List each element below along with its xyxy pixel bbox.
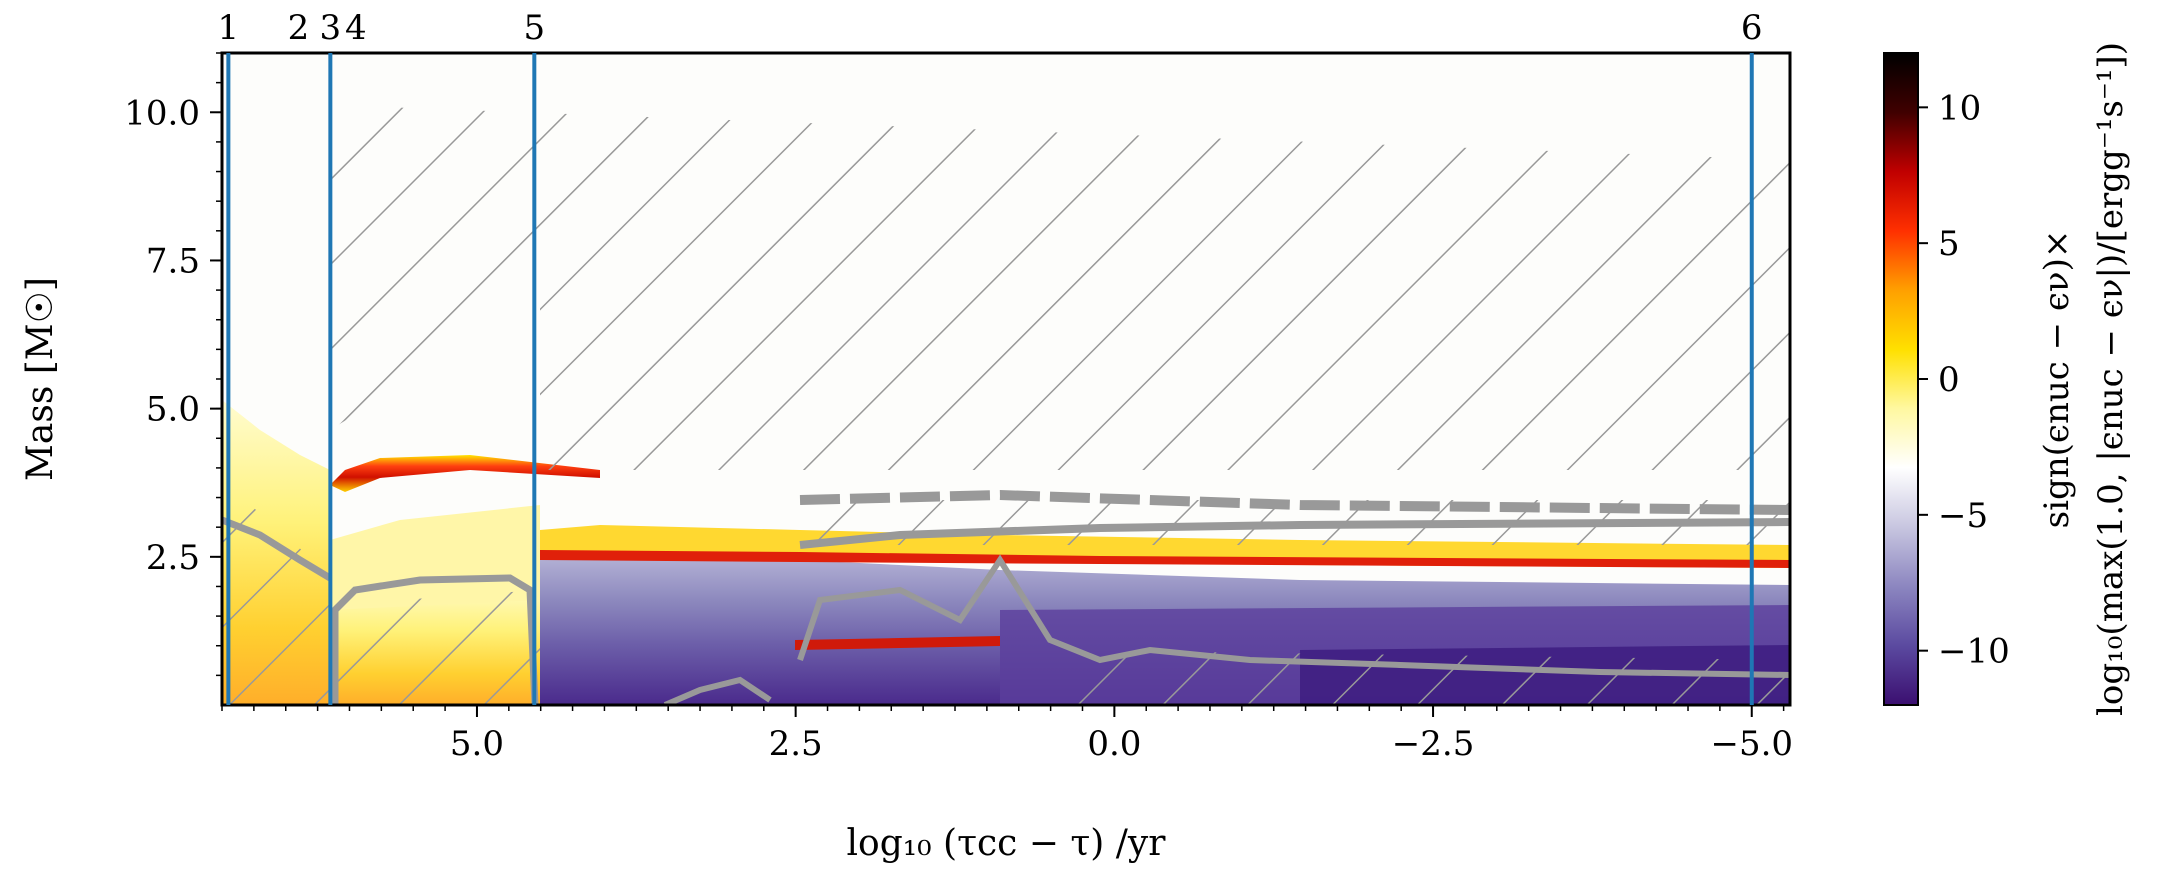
y-tick-label: 2.5 — [146, 538, 200, 578]
epoch-marker-label: 6 — [1741, 8, 1763, 48]
epoch-marker-label: 2 — [288, 8, 310, 48]
colorbar-tick-label: −10 — [1938, 632, 2010, 672]
epoch-marker-label: 3 — [320, 8, 342, 48]
x-tick-label: 5.0 — [450, 724, 504, 764]
colorbar-tick-label: 5 — [1938, 224, 1960, 264]
x-axis: 5.0 2.5 0.0 −2.5 −5.0 — [221, 705, 1793, 764]
y-axis: 2.5 5.0 7.5 10.0 — [124, 52, 222, 677]
y-tick-label: 5.0 — [146, 390, 200, 430]
x-tick-label: 2.5 — [769, 724, 823, 764]
colorbar-tick-label: −5 — [1938, 496, 1988, 536]
colorbar-gradient — [1883, 52, 1919, 706]
y-tick-label: 10.0 — [124, 93, 200, 133]
x-tick-label: −2.5 — [1392, 724, 1475, 764]
epoch-marker-label: 5 — [524, 8, 546, 48]
colorbar-label-line1: sign(ϵnuc − ϵν)× — [2037, 230, 2077, 529]
epoch-marker-label: 1 — [218, 8, 240, 48]
colorbar: 10 5 0 −5 −10 sign(ϵnuc − ϵν)× log₁₀(max(1.0… — [1883, 42, 2131, 716]
colorbar-label-line2: log₁₀(max(1.0, |ϵnuc − ϵν|)/[ergg⁻¹s⁻¹]) — [2091, 42, 2131, 716]
x-tick-label: 0.0 — [1087, 724, 1141, 764]
convective-hatch-regions — [222, 105, 1790, 705]
x-axis-label: log₁₀ (τcc − τ) /yr — [847, 823, 1167, 864]
colorbar-tick-label: 0 — [1938, 360, 1960, 400]
y-axis-label: Mass [M☉] — [20, 277, 61, 481]
colorbar-ticks: 10 5 0 −5 −10 — [1918, 88, 2010, 672]
y-tick-label: 7.5 — [146, 241, 200, 281]
colorbar-tick-label: 10 — [1938, 88, 1981, 128]
x-tick-label: −5.0 — [1710, 724, 1793, 764]
epoch-marker-label: 4 — [345, 8, 367, 48]
